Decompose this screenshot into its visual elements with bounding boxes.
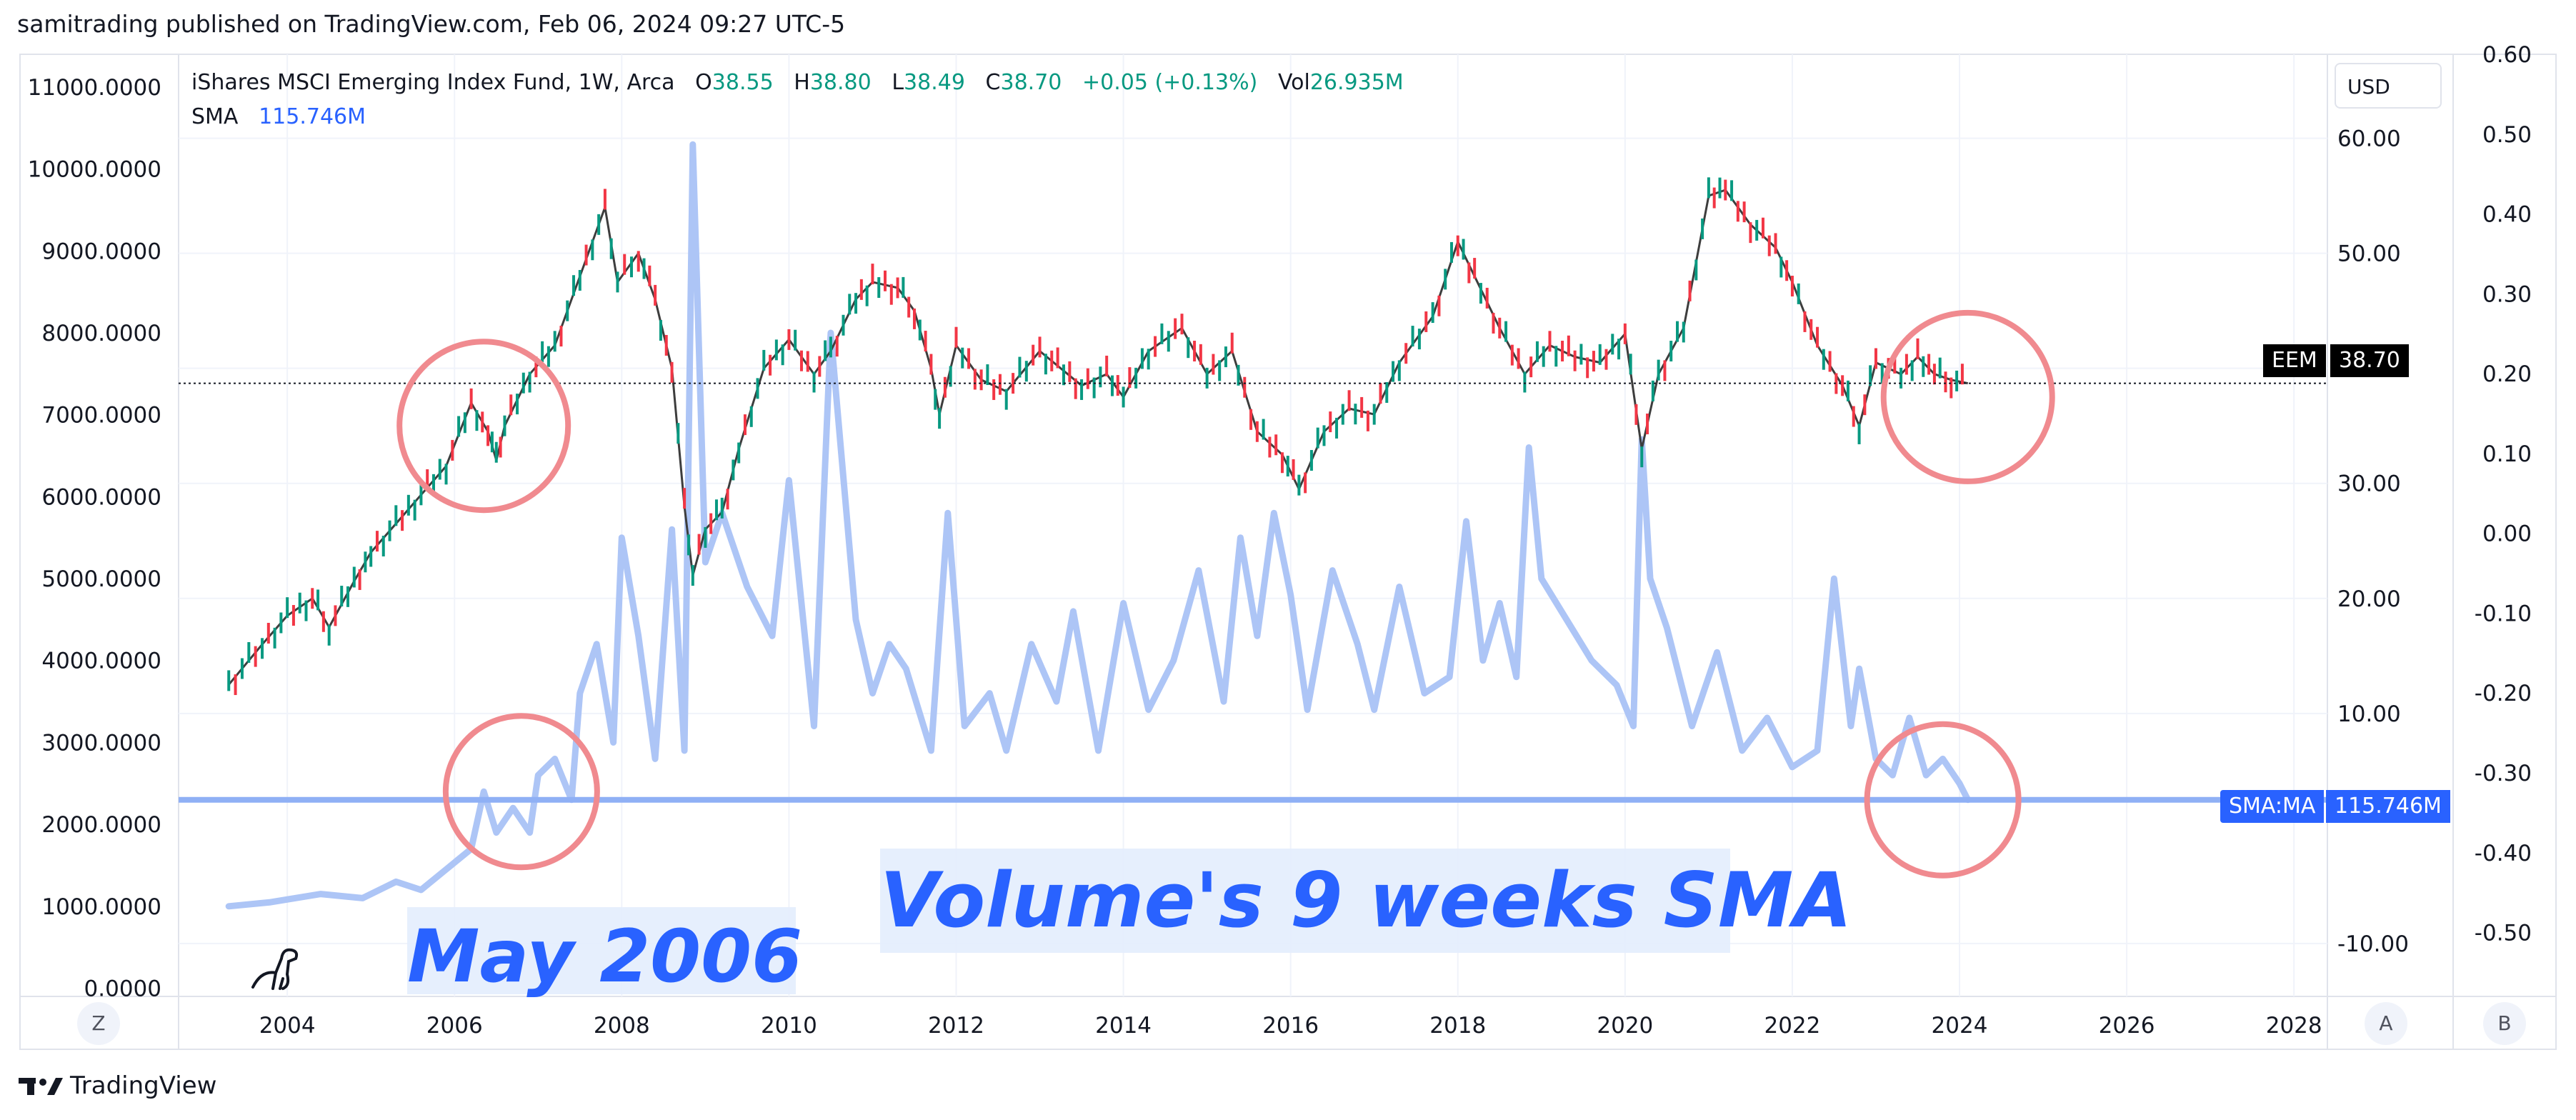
price-line — [228, 189, 1969, 686]
time-tick-label: 2016 — [1262, 1013, 1319, 1039]
left-tick-label: 1000.0000 — [41, 894, 161, 920]
currency-button[interactable]: USD — [2335, 63, 2442, 109]
legend-close-value: 38.70 — [1000, 70, 1062, 95]
sma-tag-name: SMA:MA — [2220, 790, 2325, 823]
time-tick-label: 2006 — [426, 1013, 483, 1039]
right-tick-label: 0.10 — [2482, 441, 2532, 467]
left-tick-label: 7000.0000 — [41, 403, 161, 429]
auto-scale-button[interactable]: A — [2365, 1002, 2407, 1045]
sma-line — [225, 141, 1972, 910]
left-scale-button[interactable]: Z — [77, 1002, 120, 1045]
sma-tag-value: 115.746M — [2326, 790, 2450, 823]
left-tick-label: 8000.0000 — [41, 321, 161, 346]
left-tick-label: 9000.0000 — [41, 239, 161, 264]
left-tick-label: 4000.0000 — [41, 649, 161, 674]
footer-brand: TradingView — [70, 1071, 217, 1100]
left-tick-label: 3000.0000 — [41, 730, 161, 756]
annotation-may-text: May 2006 — [407, 907, 802, 999]
price-tick-label: 60.00 — [2337, 126, 2401, 152]
time-tick-label: 2020 — [1597, 1013, 1653, 1039]
outer-frame — [19, 54, 2557, 1050]
left-tick-label: 5000.0000 — [41, 566, 161, 592]
publish-header: samitrading published on TradingView.com… — [17, 10, 845, 38]
left-tick-label: 11000.0000 — [28, 75, 161, 101]
legend-sma-label: SMA — [191, 104, 239, 129]
time-tick-label: 2004 — [259, 1013, 316, 1039]
annotation-sma-text: Volume's 9 weeks SMA — [880, 849, 1852, 953]
highlight-circle — [396, 339, 571, 514]
legend-change: +0.05 (+0.13%) — [1082, 70, 1258, 95]
right-tick-label: 0.40 — [2482, 202, 2532, 228]
legend-sma-value: 115.746M — [259, 104, 366, 129]
legend-ohlc: iShares MSCI Emerging Index Fund, 1W, Ar… — [191, 70, 1404, 95]
right-tick-label: -0.30 — [2475, 761, 2532, 786]
right-tick-label: 0.30 — [2482, 281, 2532, 307]
axis-labels: 60.0050.0040.0030.0020.0010.00-10.002004… — [28, 42, 2532, 1039]
legend-symbol: iShares MSCI Emerging Index Fund, 1W, Ar… — [191, 70, 675, 95]
left-tick-label: 2000.0000 — [41, 812, 161, 838]
price-tick-label: 30.00 — [2337, 471, 2401, 497]
legend-low-label: L — [892, 70, 904, 95]
price-tick-label: 50.00 — [2337, 241, 2401, 267]
price-tag-value: 38.70 — [2330, 344, 2409, 377]
left-tick-label: 6000.0000 — [41, 484, 161, 510]
price-tag-symbol: EEM — [2263, 344, 2326, 377]
right-tick-label: -0.10 — [2475, 601, 2532, 626]
legend-open-value: 38.55 — [712, 70, 774, 95]
price-tick-label: 20.00 — [2337, 586, 2401, 612]
highlight-circle — [1880, 309, 2055, 484]
highlight-circle — [442, 713, 600, 871]
legend-volume-value: 26.935M — [1309, 70, 1404, 95]
legend-high-label: H — [794, 70, 810, 95]
left-tick-label: 0.0000 — [84, 976, 161, 1002]
right-tick-label: -0.20 — [2475, 681, 2532, 706]
legend-low-value: 38.49 — [904, 70, 965, 95]
legend-close-label: C — [985, 70, 1001, 95]
time-tick-label: 2012 — [928, 1013, 984, 1039]
time-tick-label: 2024 — [1932, 1013, 1988, 1039]
legend-high-value: 38.80 — [809, 70, 872, 95]
footer[interactable]: TradingView — [19, 1071, 216, 1100]
dinosaur-icon[interactable] — [247, 941, 304, 993]
chart-frame — [19, 54, 2557, 1050]
log-scale-button[interactable]: B — [2483, 1002, 2526, 1045]
price-tick-label: 10.00 — [2337, 701, 2401, 727]
time-tick-label: 2010 — [761, 1013, 817, 1039]
right-tick-label: 0.00 — [2482, 521, 2532, 547]
right-tick-label: -0.50 — [2475, 921, 2532, 946]
price-series — [179, 177, 2327, 696]
legend-sma[interactable]: SMA 115.746M — [191, 104, 366, 129]
right-tick-label: -0.40 — [2475, 841, 2532, 866]
sma-series — [179, 141, 2327, 910]
legend-volume-label: Vol — [1277, 70, 1310, 95]
left-tick-label: 10000.0000 — [28, 157, 161, 183]
time-tick-label: 2028 — [2266, 1013, 2322, 1039]
time-tick-label: 2022 — [1764, 1013, 1820, 1039]
time-tick-label: 2018 — [1429, 1013, 1486, 1039]
publish-text: samitrading published on TradingView.com… — [17, 10, 846, 38]
right-tick-label: 0.50 — [2482, 122, 2532, 148]
tradingview-logo-icon — [19, 1078, 63, 1095]
price-tick-label: -10.00 — [2337, 931, 2409, 957]
right-tick-label: 0.20 — [2482, 361, 2532, 387]
highlight-circle — [1864, 721, 2022, 879]
right-tick-label: 0.60 — [2482, 42, 2532, 68]
annotation-circles — [396, 309, 2055, 879]
time-tick-label: 2026 — [2099, 1013, 2155, 1039]
time-tick-label: 2014 — [1095, 1013, 1152, 1039]
time-tick-label: 2008 — [594, 1013, 650, 1039]
legend-open-label: O — [695, 70, 712, 95]
